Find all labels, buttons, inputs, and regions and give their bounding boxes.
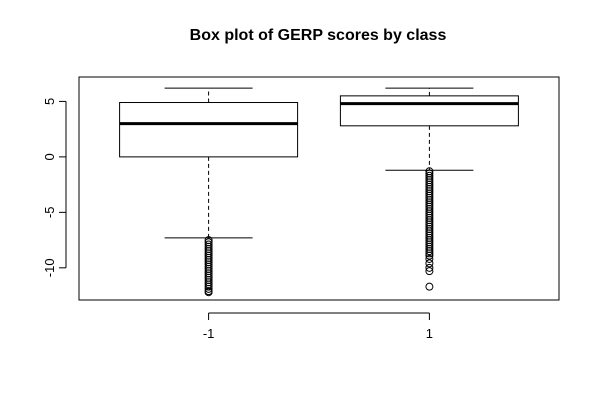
outlier-point (204, 288, 213, 297)
outlier-point (425, 263, 434, 272)
outlier-point (425, 249, 434, 258)
plot-frame (78, 76, 560, 301)
chart-title: Box plot of GERP scores by class (189, 27, 447, 44)
x-axis: -1 1 (203, 312, 433, 341)
iqr-box (119, 102, 299, 158)
iqr-box (339, 95, 519, 127)
outlier-point (425, 247, 434, 256)
outlier-point (425, 251, 434, 260)
outlier-point (425, 282, 434, 291)
box-group-neg1 (119, 87, 299, 297)
outlier-point (204, 282, 213, 291)
y-tick-label: 5 (42, 98, 57, 105)
y-tick-label: -10 (42, 258, 57, 277)
y-tick-label: 0 (42, 153, 57, 160)
y-tick-label: -5 (42, 207, 57, 219)
box-group-pos1 (339, 87, 519, 291)
outlier-point (204, 284, 213, 293)
boxes-group (119, 87, 519, 297)
x-tick-label: -1 (203, 326, 215, 341)
outlier-point (425, 259, 434, 268)
outlier-point (425, 267, 434, 276)
outlier-point (425, 254, 434, 263)
x-tick-label: 1 (426, 326, 433, 341)
y-axis: 5 0 -5 -10 (42, 98, 67, 277)
